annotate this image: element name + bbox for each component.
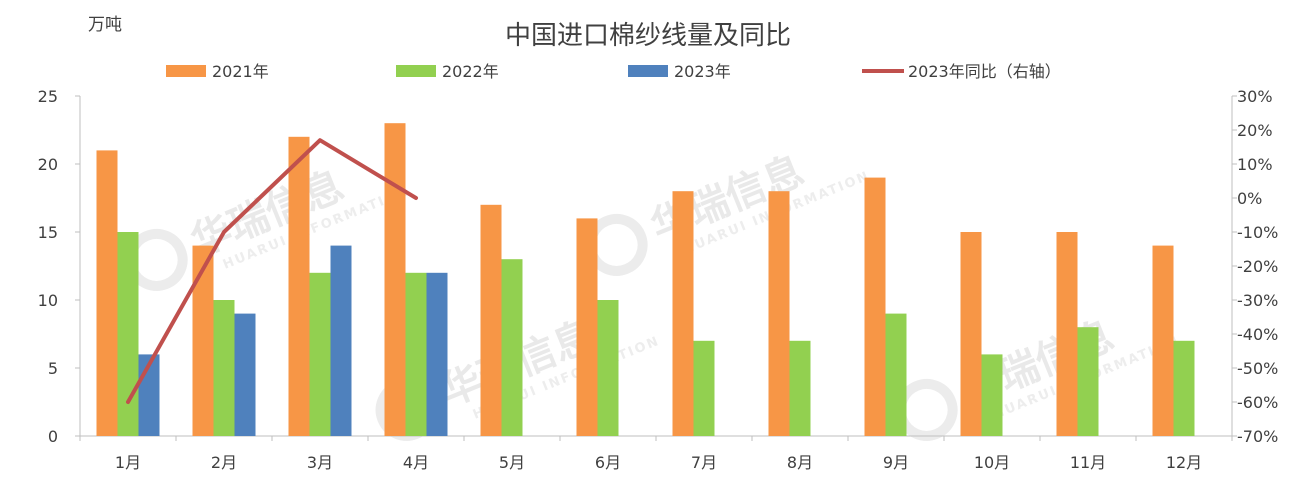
bar-2022年-8月 [789, 340, 811, 436]
line-point [414, 196, 418, 200]
legend-label: 2022年 [442, 62, 499, 81]
x-tick-label: 2月 [211, 453, 237, 472]
bar-2021年-11月 [1056, 232, 1078, 436]
right-tick-label: 0% [1237, 189, 1262, 208]
x-tick-label: 10月 [974, 453, 1010, 472]
legend-label: 2023年 [674, 62, 731, 81]
bar-2022年-6月 [597, 300, 619, 436]
x-tick-label: 12月 [1166, 453, 1202, 472]
bar-2021年-7月 [672, 191, 694, 436]
x-tick-label: 4月 [403, 453, 429, 472]
bar-2022年-4月 [405, 272, 427, 436]
bar-2023年-4月 [426, 272, 448, 436]
x-tick-label: 11月 [1070, 453, 1106, 472]
left-tick-label: 0 [48, 427, 58, 446]
legend-label: 2021年 [212, 62, 269, 81]
left-tick-label: 20 [38, 155, 58, 174]
bar-2022年-10月 [981, 354, 1003, 436]
bar-2022年-1月 [117, 232, 139, 436]
line-point [318, 138, 322, 142]
x-tick-label: 8月 [787, 453, 813, 472]
x-tick-label: 5月 [499, 453, 525, 472]
bar-2022年-3月 [309, 272, 331, 436]
left-tick-label: 5 [48, 359, 58, 378]
line-point [222, 230, 226, 234]
x-tick-label: 6月 [595, 453, 621, 472]
bar-2022年-9月 [885, 313, 907, 436]
x-tick-label: 1月 [115, 453, 141, 472]
line-series-yoy [126, 138, 418, 404]
bar-2021年-9月 [864, 177, 886, 436]
right-tick-label: -30% [1237, 291, 1278, 310]
legend: 2021年 2022年 2023年 2023年同比（右轴） [166, 62, 1061, 81]
right-tick-label: -20% [1237, 257, 1278, 276]
x-axis-labels: 1月 2月 3月 4月 5月 6月 7月 8月 9月 10月 11月 12月 [115, 453, 1202, 472]
x-tick-label: 7月 [691, 453, 717, 472]
legend-swatch-2021年 [166, 65, 206, 77]
bar-2021年-12月 [1152, 245, 1174, 436]
legend-swatch-2022年 [396, 65, 436, 77]
legend-label: 2023年同比（右轴） [908, 62, 1061, 81]
right-tick-label: -60% [1237, 393, 1278, 412]
bar-2023年-2月 [234, 313, 256, 436]
bar-2021年-6月 [576, 218, 598, 436]
left-tick-label: 15 [38, 223, 58, 242]
bar-2021年-1月 [96, 150, 118, 436]
bar-2021年-8月 [768, 191, 790, 436]
right-tick-label: 30% [1237, 87, 1273, 106]
bar-2023年-3月 [330, 245, 352, 436]
bar-2022年-2月 [213, 300, 235, 436]
left-axis-unit: 万吨 [88, 15, 122, 35]
right-tick-label: -50% [1237, 359, 1278, 378]
left-tick-label: 10 [38, 291, 58, 310]
right-tick-label: 20% [1237, 121, 1273, 140]
right-tick-label: -70% [1237, 427, 1278, 446]
bar-2022年-7月 [693, 340, 715, 436]
bar-2021年-4月 [384, 123, 406, 436]
right-tick-label: -40% [1237, 325, 1278, 344]
line-point [126, 400, 130, 404]
left-tick-label: 25 [38, 87, 58, 106]
x-tick-label: 9月 [883, 453, 909, 472]
bar-2022年-12月 [1173, 340, 1195, 436]
x-tick-label: 3月 [307, 453, 333, 472]
axes: 0 5 10 15 20 25 -70% -60% -50% -40% -30% -20% -10% 0%… [38, 87, 1279, 446]
right-tick-label: -10% [1237, 223, 1278, 242]
bar-2021年-3月 [288, 136, 310, 437]
bar-2022年-5月 [501, 259, 523, 436]
bar-2021年-2月 [192, 245, 214, 436]
bar-2021年-10月 [960, 232, 982, 436]
bars [96, 123, 1195, 437]
right-tick-label: 10% [1237, 155, 1273, 174]
legend-swatch-2023年 [628, 65, 668, 77]
yoy-line [126, 138, 418, 404]
bar-2021年-5月 [480, 204, 502, 436]
chart-title: 中国进口棉纱线量及同比 [505, 21, 791, 51]
bar-2022年-11月 [1077, 327, 1099, 436]
